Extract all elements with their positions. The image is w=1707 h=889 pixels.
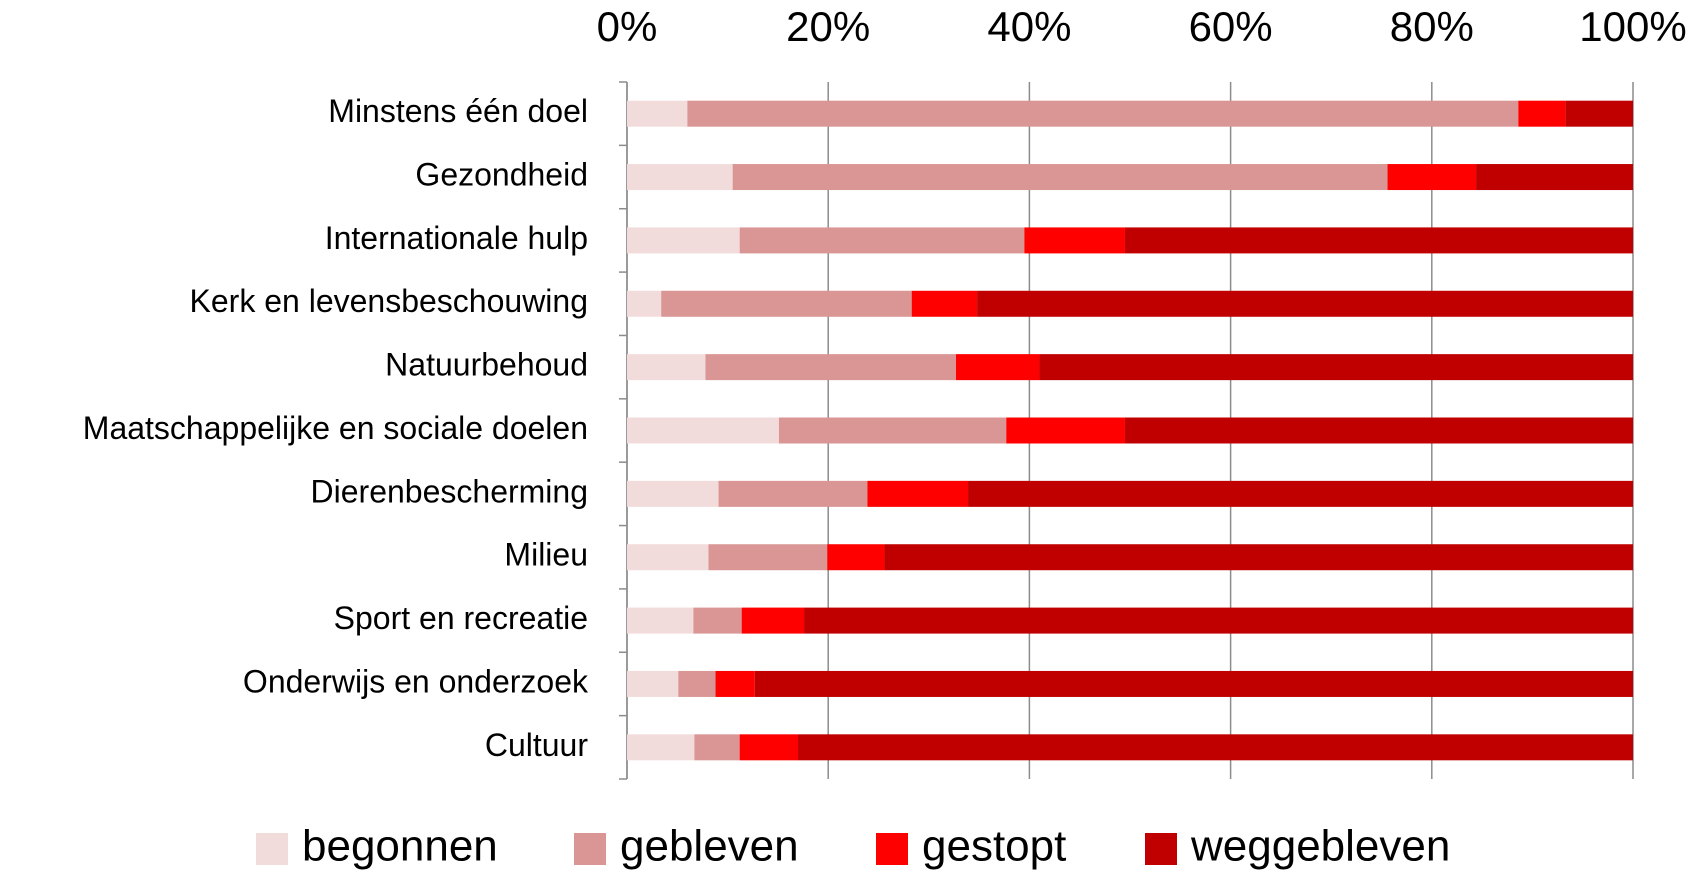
legend-swatch: [1145, 833, 1177, 865]
bar-segment: [1039, 354, 1633, 381]
bar-segment: [911, 290, 978, 317]
bar-segment: [1124, 227, 1633, 254]
bar-segment: [693, 607, 742, 634]
bar-segment: [741, 607, 805, 634]
x-tick-label: 80%: [1390, 3, 1474, 50]
legend-label: gebleven: [620, 822, 799, 871]
y-tick-label: Kerk en levensbeschouwing: [190, 283, 588, 319]
bar-segment: [1565, 100, 1633, 127]
bar-segment: [694, 734, 740, 761]
bar-segment: [732, 164, 1388, 191]
bar-segment: [884, 544, 1633, 571]
bar-segment: [708, 544, 828, 571]
bar-segment: [867, 480, 969, 507]
legend-label: begonnen: [302, 822, 498, 871]
bar-segment: [627, 100, 688, 127]
x-tick-label: 100%: [1579, 3, 1686, 50]
bar-segment: [798, 734, 1633, 761]
y-tick-label: Gezondheid: [415, 156, 588, 192]
bar-segment: [627, 480, 719, 507]
bar-segment: [627, 354, 706, 381]
y-tick-label: Natuurbehoud: [385, 347, 588, 383]
bar-segment: [1387, 164, 1477, 191]
bar-segment: [778, 417, 1007, 444]
y-tick-label: Internationale hulp: [325, 220, 588, 256]
bar-segment: [705, 354, 956, 381]
bar-segment: [627, 544, 709, 571]
bar-segment: [1006, 417, 1125, 444]
bar-segment: [1476, 164, 1633, 191]
y-tick-label: Maatschappelijke en sociale doelen: [83, 410, 588, 446]
bar-segment: [827, 544, 885, 571]
bar-segment: [1518, 100, 1566, 127]
y-tick-label: Onderwijs en onderzoek: [243, 663, 589, 699]
bar-segment: [627, 417, 779, 444]
legend-swatch: [574, 833, 606, 865]
y-tick-label: Sport en recreatie: [334, 600, 588, 636]
legend-swatch: [256, 833, 288, 865]
bar-segment: [739, 734, 799, 761]
bar-segment: [977, 290, 1633, 317]
y-tick-label: Minstens één doel: [328, 93, 588, 129]
bar-segment: [1124, 417, 1633, 444]
legend-label: gestopt: [922, 822, 1066, 871]
bar-segment: [968, 480, 1633, 507]
bar-segment: [718, 480, 868, 507]
bar-segment: [955, 354, 1040, 381]
bar-segment: [715, 670, 755, 697]
y-tick-label: Dierenbescherming: [311, 473, 588, 509]
legend-label: weggebleven: [1190, 822, 1450, 871]
bar-segment: [627, 734, 695, 761]
bar-segment: [687, 100, 1519, 127]
bar-segment: [804, 607, 1633, 634]
bar-segment: [627, 607, 694, 634]
bar-segment: [627, 290, 662, 317]
bar-segment: [627, 670, 679, 697]
bar-segment: [754, 670, 1633, 697]
x-tick-label: 40%: [987, 3, 1071, 50]
bar-segment: [678, 670, 716, 697]
bar-segment: [661, 290, 912, 317]
bar-segment: [1024, 227, 1125, 254]
bar-segment: [627, 164, 733, 191]
x-tick-label: 20%: [786, 3, 870, 50]
bar-segment: [627, 227, 740, 254]
legend-swatch: [876, 833, 908, 865]
x-tick-label: 60%: [1189, 3, 1273, 50]
x-tick-label: 0%: [597, 3, 658, 50]
bar-segment: [739, 227, 1025, 254]
y-tick-label: Milieu: [504, 537, 588, 573]
y-tick-label: Cultuur: [485, 727, 589, 763]
